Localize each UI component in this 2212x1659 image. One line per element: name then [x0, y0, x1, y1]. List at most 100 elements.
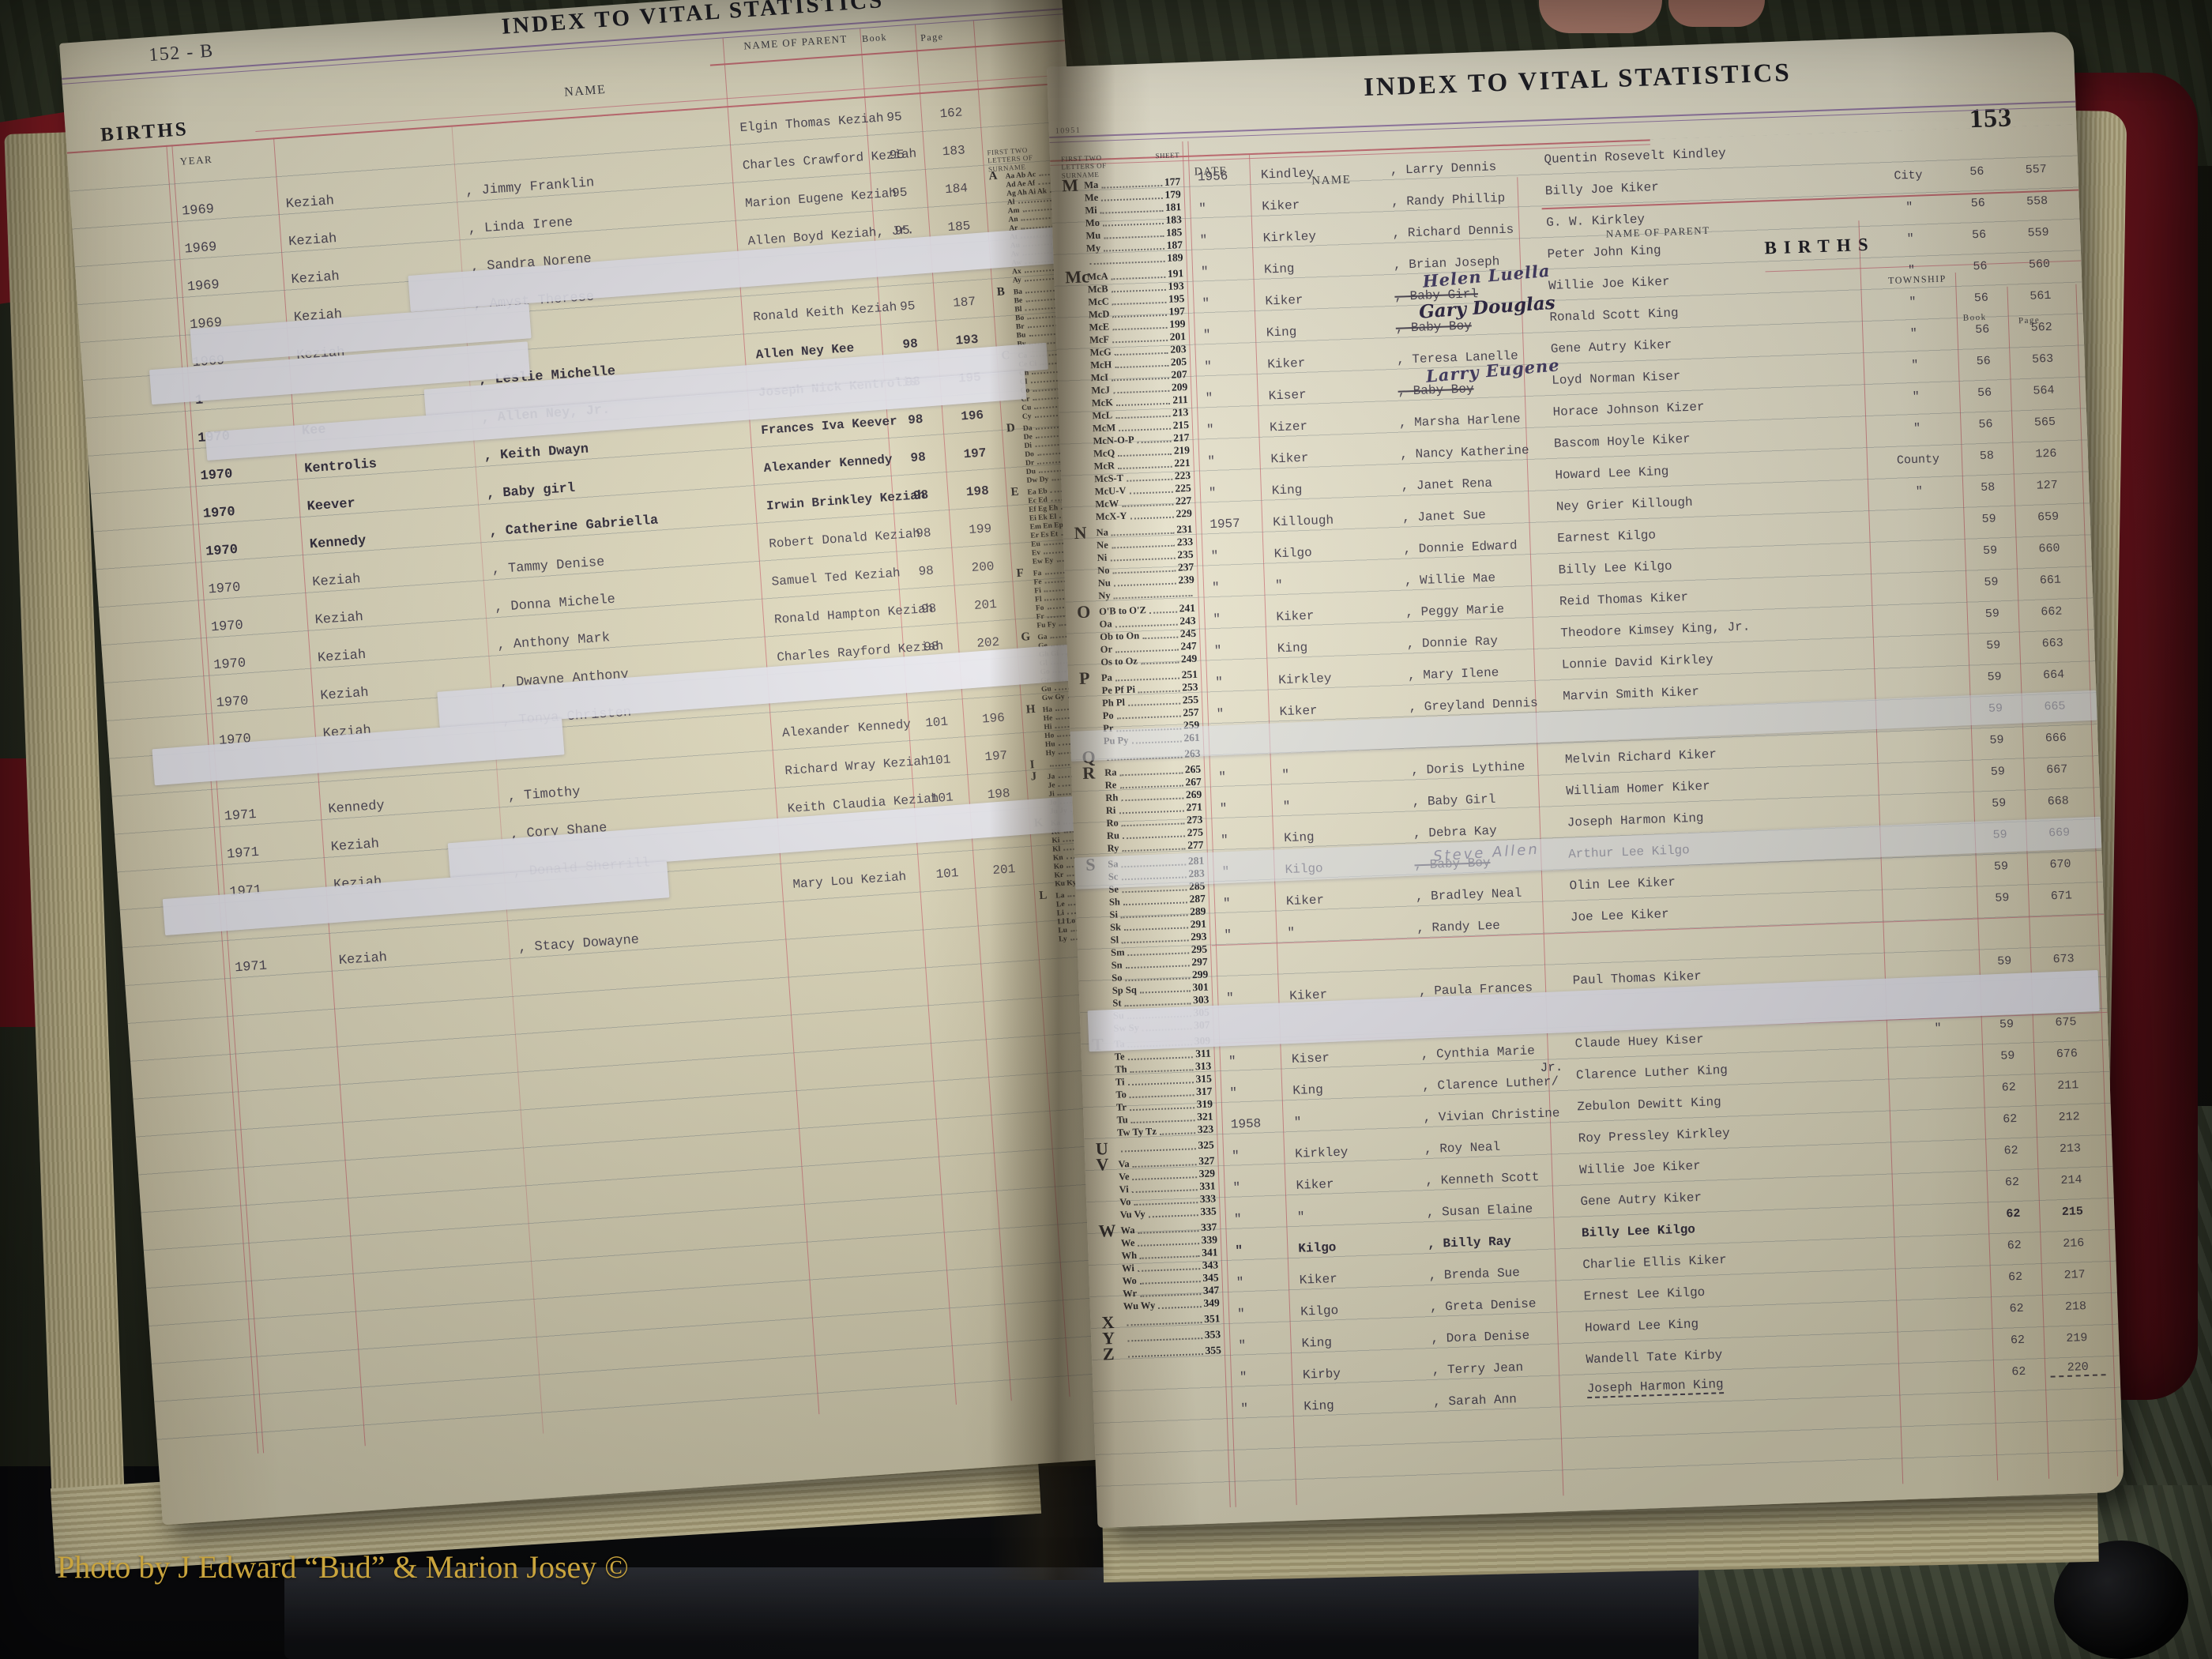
- year-cell: 1970: [213, 656, 246, 674]
- surname-cell: Kizer: [1269, 419, 1308, 435]
- parent-cell: Reid Thomas Kiker: [1559, 590, 1689, 609]
- index-sheet-number: 185: [1165, 226, 1183, 239]
- leader-dots: [1111, 532, 1175, 536]
- parent-cell: Roy Pressley Kirkley: [1578, 1126, 1730, 1146]
- parent-cell: Joseph Harmon King: [1567, 811, 1704, 830]
- book-cell: 62: [2007, 1238, 2022, 1253]
- index-sheet-number: 291: [1190, 917, 1207, 931]
- parent-cell: Billy Joe Kiker: [1544, 180, 1660, 199]
- leader-dots: [1111, 276, 1166, 280]
- leader-dots: [1139, 990, 1191, 994]
- parent-cell: Bascom Hoyle Kiker: [1553, 431, 1691, 451]
- index-line: X351: [1101, 1312, 1221, 1333]
- parent-cell: Mary Lou Keziah: [792, 869, 907, 892]
- surname-cell: ": [1287, 925, 1296, 941]
- given-name-cell: , Greta Denise: [1430, 1296, 1537, 1315]
- index-sheet-number: 315: [1195, 1072, 1213, 1085]
- page-cell: 217: [2063, 1268, 2086, 1282]
- handwritten-correction: Jr.: [1540, 1059, 1563, 1075]
- leader-dots: [1112, 570, 1176, 574]
- parent-cell: Gene Autry Kiker: [1550, 337, 1672, 356]
- book-cell: 95: [889, 147, 905, 164]
- parent-cell: Alexander Kennedy: [781, 717, 912, 741]
- surname-cell: Keziah: [330, 837, 380, 856]
- leader-dots: [1122, 848, 1186, 852]
- page-cell: 560: [2028, 257, 2051, 272]
- parent-cell: Horace Johnson Kizer: [1552, 400, 1705, 419]
- given-name-cell: , Larry Dennis: [1390, 160, 1497, 178]
- parent-cell: Earnest Kilgo: [1556, 528, 1657, 546]
- leader-dots: [1128, 702, 1181, 706]
- index-sheet-number: 351: [1203, 1312, 1221, 1326]
- parent-cell: Marion Eugene Keziah: [744, 186, 897, 211]
- township-cell: [1885, 529, 1956, 531]
- leader-dots: [1121, 914, 1188, 919]
- surname-cell: Kiker: [1276, 608, 1315, 625]
- index-sheet-number: 349: [1203, 1296, 1220, 1310]
- index-sheet-number: 335: [1200, 1205, 1217, 1218]
- leader-dots: [1137, 440, 1172, 444]
- year-cell: 1970: [210, 618, 244, 636]
- book-cell: 59: [1987, 670, 2002, 684]
- surname-cell: Keziah: [288, 231, 338, 250]
- given-name-text: , Greyland Dennis: [1409, 695, 1539, 715]
- right-page: INDEX TO VITAL STATISTICS 153 10951 BIRT…: [1047, 31, 2124, 1528]
- leader-dots: [1123, 835, 1185, 840]
- given-name-cell: , Stacy Dowayne: [517, 932, 640, 957]
- given-name-text: , Clarence Luther/: [1422, 1074, 1559, 1094]
- given-name-cell: , Dora Denise: [1431, 1329, 1529, 1346]
- parent-cell: Elgin Thomas Keziah: [739, 111, 885, 136]
- book-cell: 62: [2001, 1080, 2017, 1095]
- surname-cell: Kilgo: [1273, 545, 1312, 562]
- index-sheet-number: 301: [1192, 980, 1209, 994]
- index-label: Vu Vy: [1119, 1208, 1146, 1221]
- leader-dots: [1115, 677, 1179, 682]
- parent-cell: Howard Lee King: [1555, 464, 1669, 483]
- parent-cell: Samuel Ted Keziah: [771, 566, 901, 589]
- given-name-text: , Mary Ilene: [1407, 665, 1499, 683]
- township-cell: ": [1913, 421, 1921, 435]
- index-sheet-number: 321: [1196, 1110, 1213, 1123]
- index-sheet-number: 289: [1189, 905, 1206, 918]
- page-cell: 671: [2050, 889, 2073, 904]
- leader-dots: [1120, 1148, 1196, 1153]
- surname-cell: Kiker: [1265, 292, 1304, 309]
- page-cell: 663: [2041, 636, 2064, 651]
- leader-dots: [1123, 901, 1187, 906]
- page-cell: 211: [2056, 1078, 2079, 1093]
- given-name-text: , Larry Dennis: [1390, 160, 1497, 178]
- given-name-text: , Randy Phillip: [1390, 190, 1506, 209]
- book-cell: 59: [1993, 860, 2009, 874]
- leader-dots: [1112, 301, 1167, 306]
- leader-dots: [1127, 1337, 1203, 1342]
- index-sheet-number: 277: [1187, 838, 1204, 852]
- surname-cell: Keziah: [290, 269, 340, 288]
- given-name-cell: , Doris Lythine: [1411, 759, 1525, 777]
- surname-cell: Kiker: [1266, 356, 1306, 372]
- surname-cell: Kiker: [1262, 198, 1300, 214]
- township-cell: [1908, 1192, 1979, 1194]
- index-sheet-number: 207: [1171, 368, 1187, 381]
- leader-dots: [1112, 377, 1169, 382]
- index-label: Vo: [1119, 1196, 1131, 1208]
- right-index-sheet-label: SHEET: [1155, 151, 1180, 160]
- page-cell: [2035, 934, 2090, 935]
- given-name-text: , Bradley Neal: [1415, 886, 1522, 905]
- township-cell: [1898, 908, 1969, 910]
- index-sheet-number: 273: [1186, 813, 1203, 826]
- book-cell: 95: [886, 109, 903, 126]
- date-cell: 1956: [1197, 169, 1228, 185]
- index-sheet-number: 233: [1176, 535, 1194, 548]
- township-cell: ": [1906, 231, 1915, 246]
- leader-dots: [1131, 1189, 1198, 1194]
- page-cell: 558: [2026, 194, 2048, 209]
- date-cell: ": [1235, 1243, 1243, 1258]
- surname-cell: Kilgo: [1300, 1304, 1339, 1319]
- page-cell: 675: [2055, 1015, 2077, 1030]
- book-cell: 56: [1973, 291, 1989, 306]
- book-cell: 62: [2002, 1112, 2018, 1127]
- year-cell: 1969: [186, 277, 220, 295]
- page-cell: 127: [2036, 478, 2059, 493]
- page-cell: 126: [2035, 446, 2057, 461]
- leader-dots: [1121, 889, 1187, 893]
